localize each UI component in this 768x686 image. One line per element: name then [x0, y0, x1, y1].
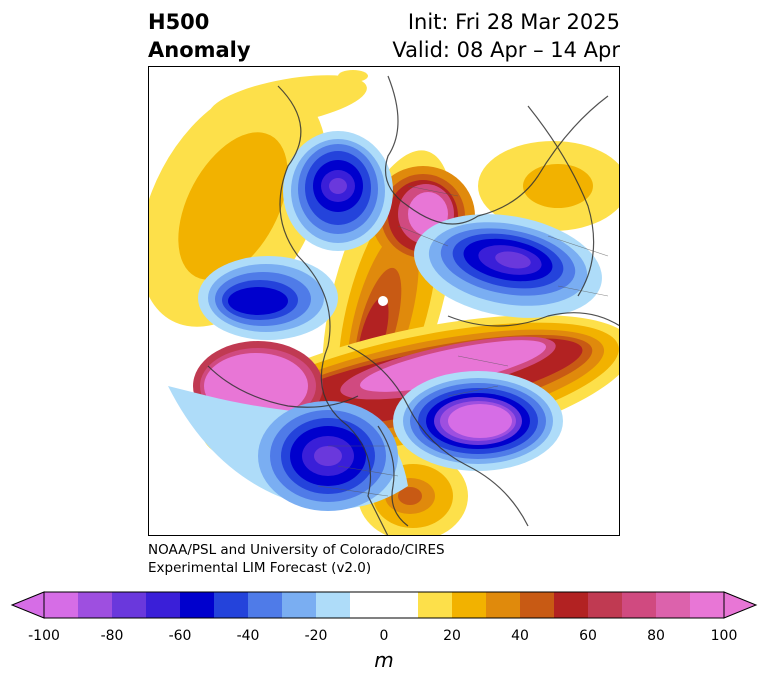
colorbar-segment [112, 592, 147, 618]
borders [317, 185, 609, 497]
colorbar-outline [43, 591, 725, 619]
init-date: Init: Fri 28 Mar 2025 [407, 10, 620, 34]
colorbar-segment [180, 592, 215, 618]
colorbar-segment [486, 592, 521, 618]
colorbar-tick-label: 60 [579, 628, 597, 644]
colorbar-segment [520, 592, 555, 618]
title-line2: Anomaly [148, 38, 251, 62]
colorbar-segment [78, 592, 113, 618]
colorbar-segment [384, 592, 419, 618]
colorbar-extend-max [723, 591, 758, 619]
colorbar-segment [656, 592, 691, 618]
forecast-dates: Init: Fri 28 Mar 2025 Valid: 08 Apr – 14… [392, 8, 620, 64]
colorbar-segment [282, 592, 317, 618]
colorbar [10, 591, 758, 619]
anomaly-map [148, 66, 620, 536]
colorbar-segment [622, 592, 657, 618]
credit-line1: NOAA/PSL and University of Colorado/CIRE… [148, 542, 445, 558]
colorbar-tick-label: -20 [304, 628, 328, 644]
colorbar-segment [248, 592, 283, 618]
trough-western-us [168, 386, 408, 511]
trough-north-pacific [198, 256, 338, 340]
colorbar-tick-label: 80 [647, 628, 665, 644]
credit: NOAA/PSL and University of Colorado/CIRE… [148, 541, 445, 577]
colorbar-segment [44, 592, 79, 618]
plot-title: H500 Anomaly [148, 8, 251, 64]
colorbar-segment [418, 592, 453, 618]
colorbar-tick-label: 40 [511, 628, 529, 644]
colorbar-segment [554, 592, 589, 618]
colorbar-ticks: -100 -80 -60 -40 -20 0 20 40 60 80 100 [0, 628, 768, 648]
colorbar-tick-label: -60 [168, 628, 192, 644]
trough-east-asia [283, 131, 393, 251]
trough-nw-atlantic [393, 371, 563, 471]
ridge-europe [478, 141, 620, 231]
coastlines [207, 75, 620, 536]
colorbar-segment [214, 592, 249, 618]
colorbar-segment [350, 592, 385, 618]
title-line1: H500 [148, 10, 210, 34]
colorbar-segment [146, 592, 181, 618]
credit-line2: Experimental LIM Forecast (v2.0) [148, 560, 372, 576]
colorbar-tick-label: -80 [100, 628, 124, 644]
colorbar-segment [316, 592, 351, 618]
colorbar-tick-label: -100 [28, 628, 60, 644]
colorbar-tick-label: 20 [443, 628, 461, 644]
trough-scandinavia [414, 214, 602, 318]
pole-marker [378, 296, 388, 306]
valid-range: Valid: 08 Apr – 14 Apr [392, 38, 620, 62]
colorbar-tick-label: -40 [236, 628, 260, 644]
colorbar-segment [690, 592, 725, 618]
colorbar-tick-label: 0 [379, 628, 389, 644]
colorbar-segment [588, 592, 623, 618]
colorbar-unit: m [374, 648, 394, 672]
colorbar-extend-min [10, 591, 45, 619]
colorbar-segment [452, 592, 487, 618]
colorbar-tick-label: 100 [710, 628, 738, 644]
